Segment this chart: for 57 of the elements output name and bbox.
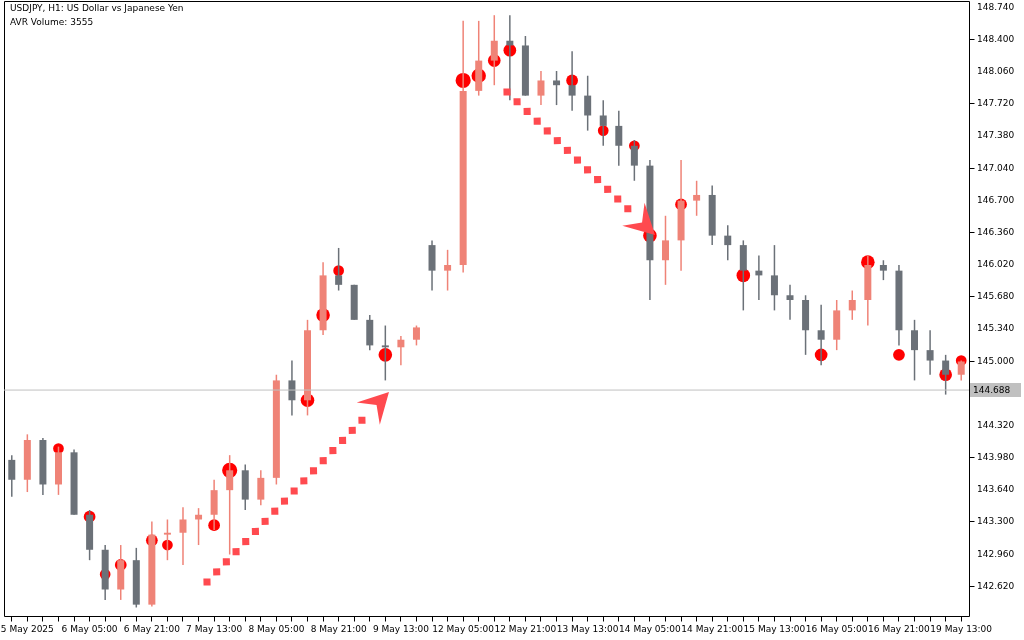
x-tick-label: 14 May 21:00 [681,623,744,634]
y-tick-label: 145.340 [977,323,1015,334]
y-tick-label: 147.040 [977,162,1015,173]
candlestick [537,70,545,106]
candlestick [444,249,452,292]
candlestick [911,319,919,382]
y-tick-label: 142.960 [977,548,1015,559]
candlestick [724,224,732,261]
x-tick-label: 16 May 05:00 [805,623,868,634]
y-tick-label: 144.320 [977,419,1015,430]
candlestick [786,284,794,321]
x-tick-label: 12 May 05:00 [432,623,495,634]
y-tick-label: 145.000 [977,355,1015,366]
annotation: AVR Volume: 3555 [10,17,94,27]
x-tick-label: 8 May 05:00 [248,623,305,634]
x-tick-label: 19 May 13:00 [930,623,993,634]
candlestick [770,244,778,312]
y-tick-label: 148.060 [977,66,1015,77]
x-tick-label: 9 May 13:00 [372,623,430,634]
y-tick-label: 146.700 [977,194,1015,205]
candlestick [848,289,856,321]
y-tick-label: 148.400 [977,33,1015,44]
candlestick [257,469,265,507]
candlestick [584,75,592,132]
candlestick [288,359,296,417]
chart-title: USDJPY, H1: US Dollar vs Japanese Yen [10,3,184,13]
candlestick [615,110,623,167]
x-tick-label: 6 May 21:00 [123,623,181,634]
candlestick [179,506,187,566]
y-tick-label: 143.640 [977,484,1015,495]
y-tick-label: 143.980 [977,452,1015,463]
x-tick-label: 16 May 21:00 [868,623,931,634]
x-tick-label: 15 May 13:00 [743,623,806,634]
y-tick-label: 147.720 [977,98,1015,109]
x-tick-label: 8 May 21:00 [310,623,367,634]
y-tick-label: 146.020 [977,259,1015,270]
candlestick [8,454,16,498]
y-tick-label: 143.300 [977,516,1015,527]
x-tick-label: 7 May 13:00 [186,623,243,634]
candlestick [926,329,934,376]
y-tick-label: 142.620 [977,580,1015,591]
x-tick-label: 6 May 05:00 [61,623,118,634]
candlestick [693,180,701,217]
ref-line-label: 144.688 [973,385,1011,396]
x-tick-label: 13 May 13:00 [556,623,619,634]
y-tick-label: 146.360 [977,226,1015,237]
candlestick [412,324,420,347]
candlestick [879,259,887,281]
y-tick-label: 148.740 [977,1,1015,12]
y-tick-label: 147.380 [977,130,1015,141]
x-tick-label: 14 May 05:00 [619,623,682,634]
x-tick-label: 5 May 2025 [0,623,54,634]
candlestick [553,70,561,106]
y-tick-label: 145.680 [977,291,1015,302]
candlestick [661,215,669,286]
candlestick [397,335,405,367]
x-tick-label: 12 May 21:00 [494,623,557,634]
